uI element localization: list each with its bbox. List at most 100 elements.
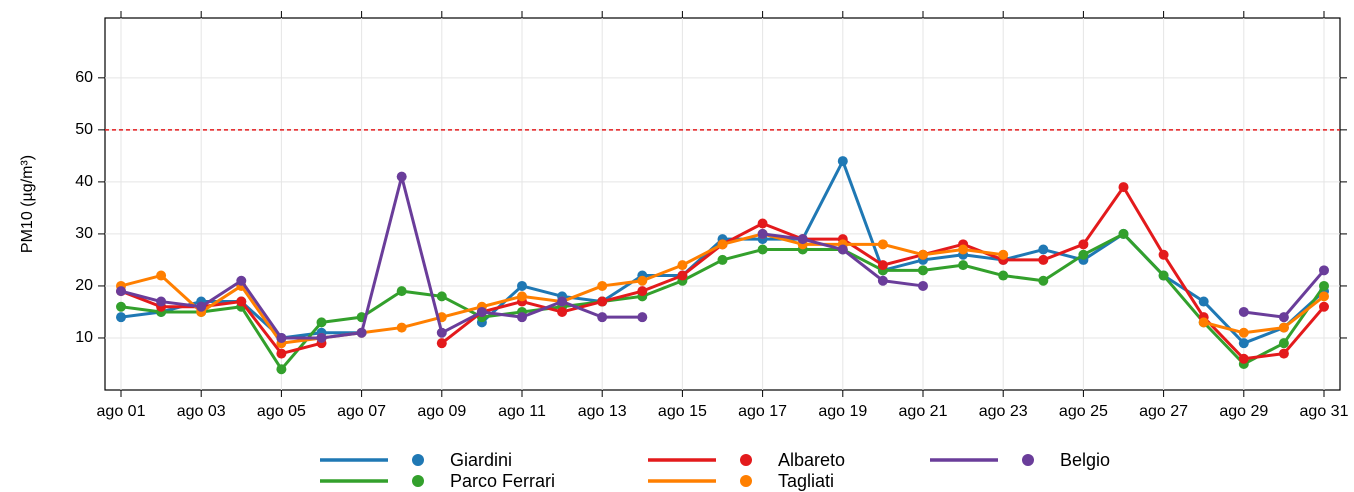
x-tick-label: ago 03 — [177, 403, 226, 420]
data-point — [998, 249, 1009, 260]
x-tick-label: ago 15 — [658, 403, 707, 420]
data-point — [637, 286, 648, 297]
data-point — [1038, 254, 1049, 265]
data-point — [1278, 312, 1289, 323]
data-point — [517, 291, 527, 302]
data-point — [757, 228, 768, 239]
y-tick-label: 40 — [75, 173, 93, 190]
x-tick-label: ago 31 — [1300, 403, 1349, 420]
data-point — [757, 218, 768, 229]
data-point — [557, 306, 568, 317]
data-point — [1278, 322, 1289, 333]
legend-label: Giardini — [450, 450, 512, 470]
data-point — [1078, 239, 1089, 250]
data-point — [1158, 249, 1169, 260]
data-point — [1198, 296, 1209, 307]
x-tick-label: ago 27 — [1139, 403, 1188, 420]
data-point — [517, 312, 527, 323]
data-point — [877, 260, 888, 271]
data-point — [877, 239, 888, 250]
x-tick-label: ago 29 — [1219, 403, 1268, 420]
data-point — [517, 280, 527, 291]
x-tick-label: ago 13 — [578, 403, 627, 420]
data-point — [1319, 280, 1329, 291]
data-point — [757, 244, 768, 255]
data-point — [597, 280, 608, 291]
data-point — [436, 327, 447, 338]
legend-label: Parco Ferrari — [450, 471, 555, 491]
data-point — [1238, 338, 1249, 349]
data-point — [597, 296, 608, 307]
data-point — [837, 244, 848, 255]
data-point — [1319, 265, 1329, 276]
data-point — [677, 260, 688, 271]
legend-item: Albareto — [648, 450, 845, 470]
data-point — [1118, 182, 1129, 193]
data-point — [276, 364, 287, 375]
x-tick-label: ago 19 — [818, 403, 867, 420]
y-tick-label: 60 — [75, 69, 93, 86]
legend-dot — [412, 454, 424, 466]
data-point — [396, 286, 407, 297]
data-point — [1238, 353, 1249, 364]
data-point — [276, 332, 287, 343]
legend-item: Belgio — [930, 450, 1110, 470]
data-point — [557, 296, 568, 307]
data-point — [476, 306, 487, 317]
data-point — [958, 260, 969, 271]
legend-dot — [740, 454, 752, 466]
data-point — [1198, 317, 1209, 328]
series-line — [120, 159, 1326, 345]
data-point — [1238, 327, 1249, 338]
data-point — [677, 270, 688, 281]
data-point — [156, 296, 167, 307]
data-point — [116, 301, 126, 312]
data-point — [1238, 306, 1249, 317]
data-point — [1078, 249, 1089, 260]
data-point — [918, 265, 928, 276]
data-point — [918, 280, 928, 291]
data-point — [837, 156, 848, 167]
legend-dot — [1022, 454, 1034, 466]
y-tick-label: 30 — [75, 225, 93, 242]
legend-label: Tagliati — [778, 471, 834, 491]
data-point — [276, 348, 287, 359]
x-tick-label: ago 17 — [738, 403, 787, 420]
legend-item: Tagliati — [648, 471, 834, 491]
data-point — [637, 312, 648, 323]
legend-label: Albareto — [778, 450, 845, 470]
data-point — [396, 322, 407, 333]
data-point — [637, 275, 648, 286]
data-point — [156, 270, 167, 281]
data-point — [236, 296, 247, 307]
data-point — [396, 171, 407, 182]
legend-dot — [740, 475, 752, 487]
data-point — [998, 270, 1009, 281]
x-tick-label: ago 05 — [257, 403, 306, 420]
data-point — [877, 275, 888, 286]
x-tick-label: ago 07 — [337, 403, 386, 420]
x-tick-label: ago 11 — [498, 403, 546, 420]
x-tick-label: ago 21 — [899, 403, 948, 420]
data-point — [958, 244, 969, 255]
data-point — [356, 327, 367, 338]
series-line — [120, 185, 1326, 361]
data-point — [1319, 291, 1329, 302]
x-tick-label: ago 25 — [1059, 403, 1108, 420]
data-point — [1038, 244, 1049, 255]
data-point — [316, 317, 327, 328]
data-point — [436, 338, 447, 349]
data-point — [1118, 228, 1129, 239]
y-tick-label: 10 — [75, 329, 93, 346]
data-point — [436, 291, 447, 302]
data-point — [717, 254, 728, 265]
data-point — [597, 312, 608, 323]
plot-frame — [104, 17, 1341, 391]
data-point — [196, 301, 207, 312]
data-point — [1158, 270, 1169, 281]
data-point — [116, 312, 126, 323]
data-point — [797, 234, 808, 245]
series-line — [120, 232, 1325, 345]
data-point — [236, 275, 247, 286]
